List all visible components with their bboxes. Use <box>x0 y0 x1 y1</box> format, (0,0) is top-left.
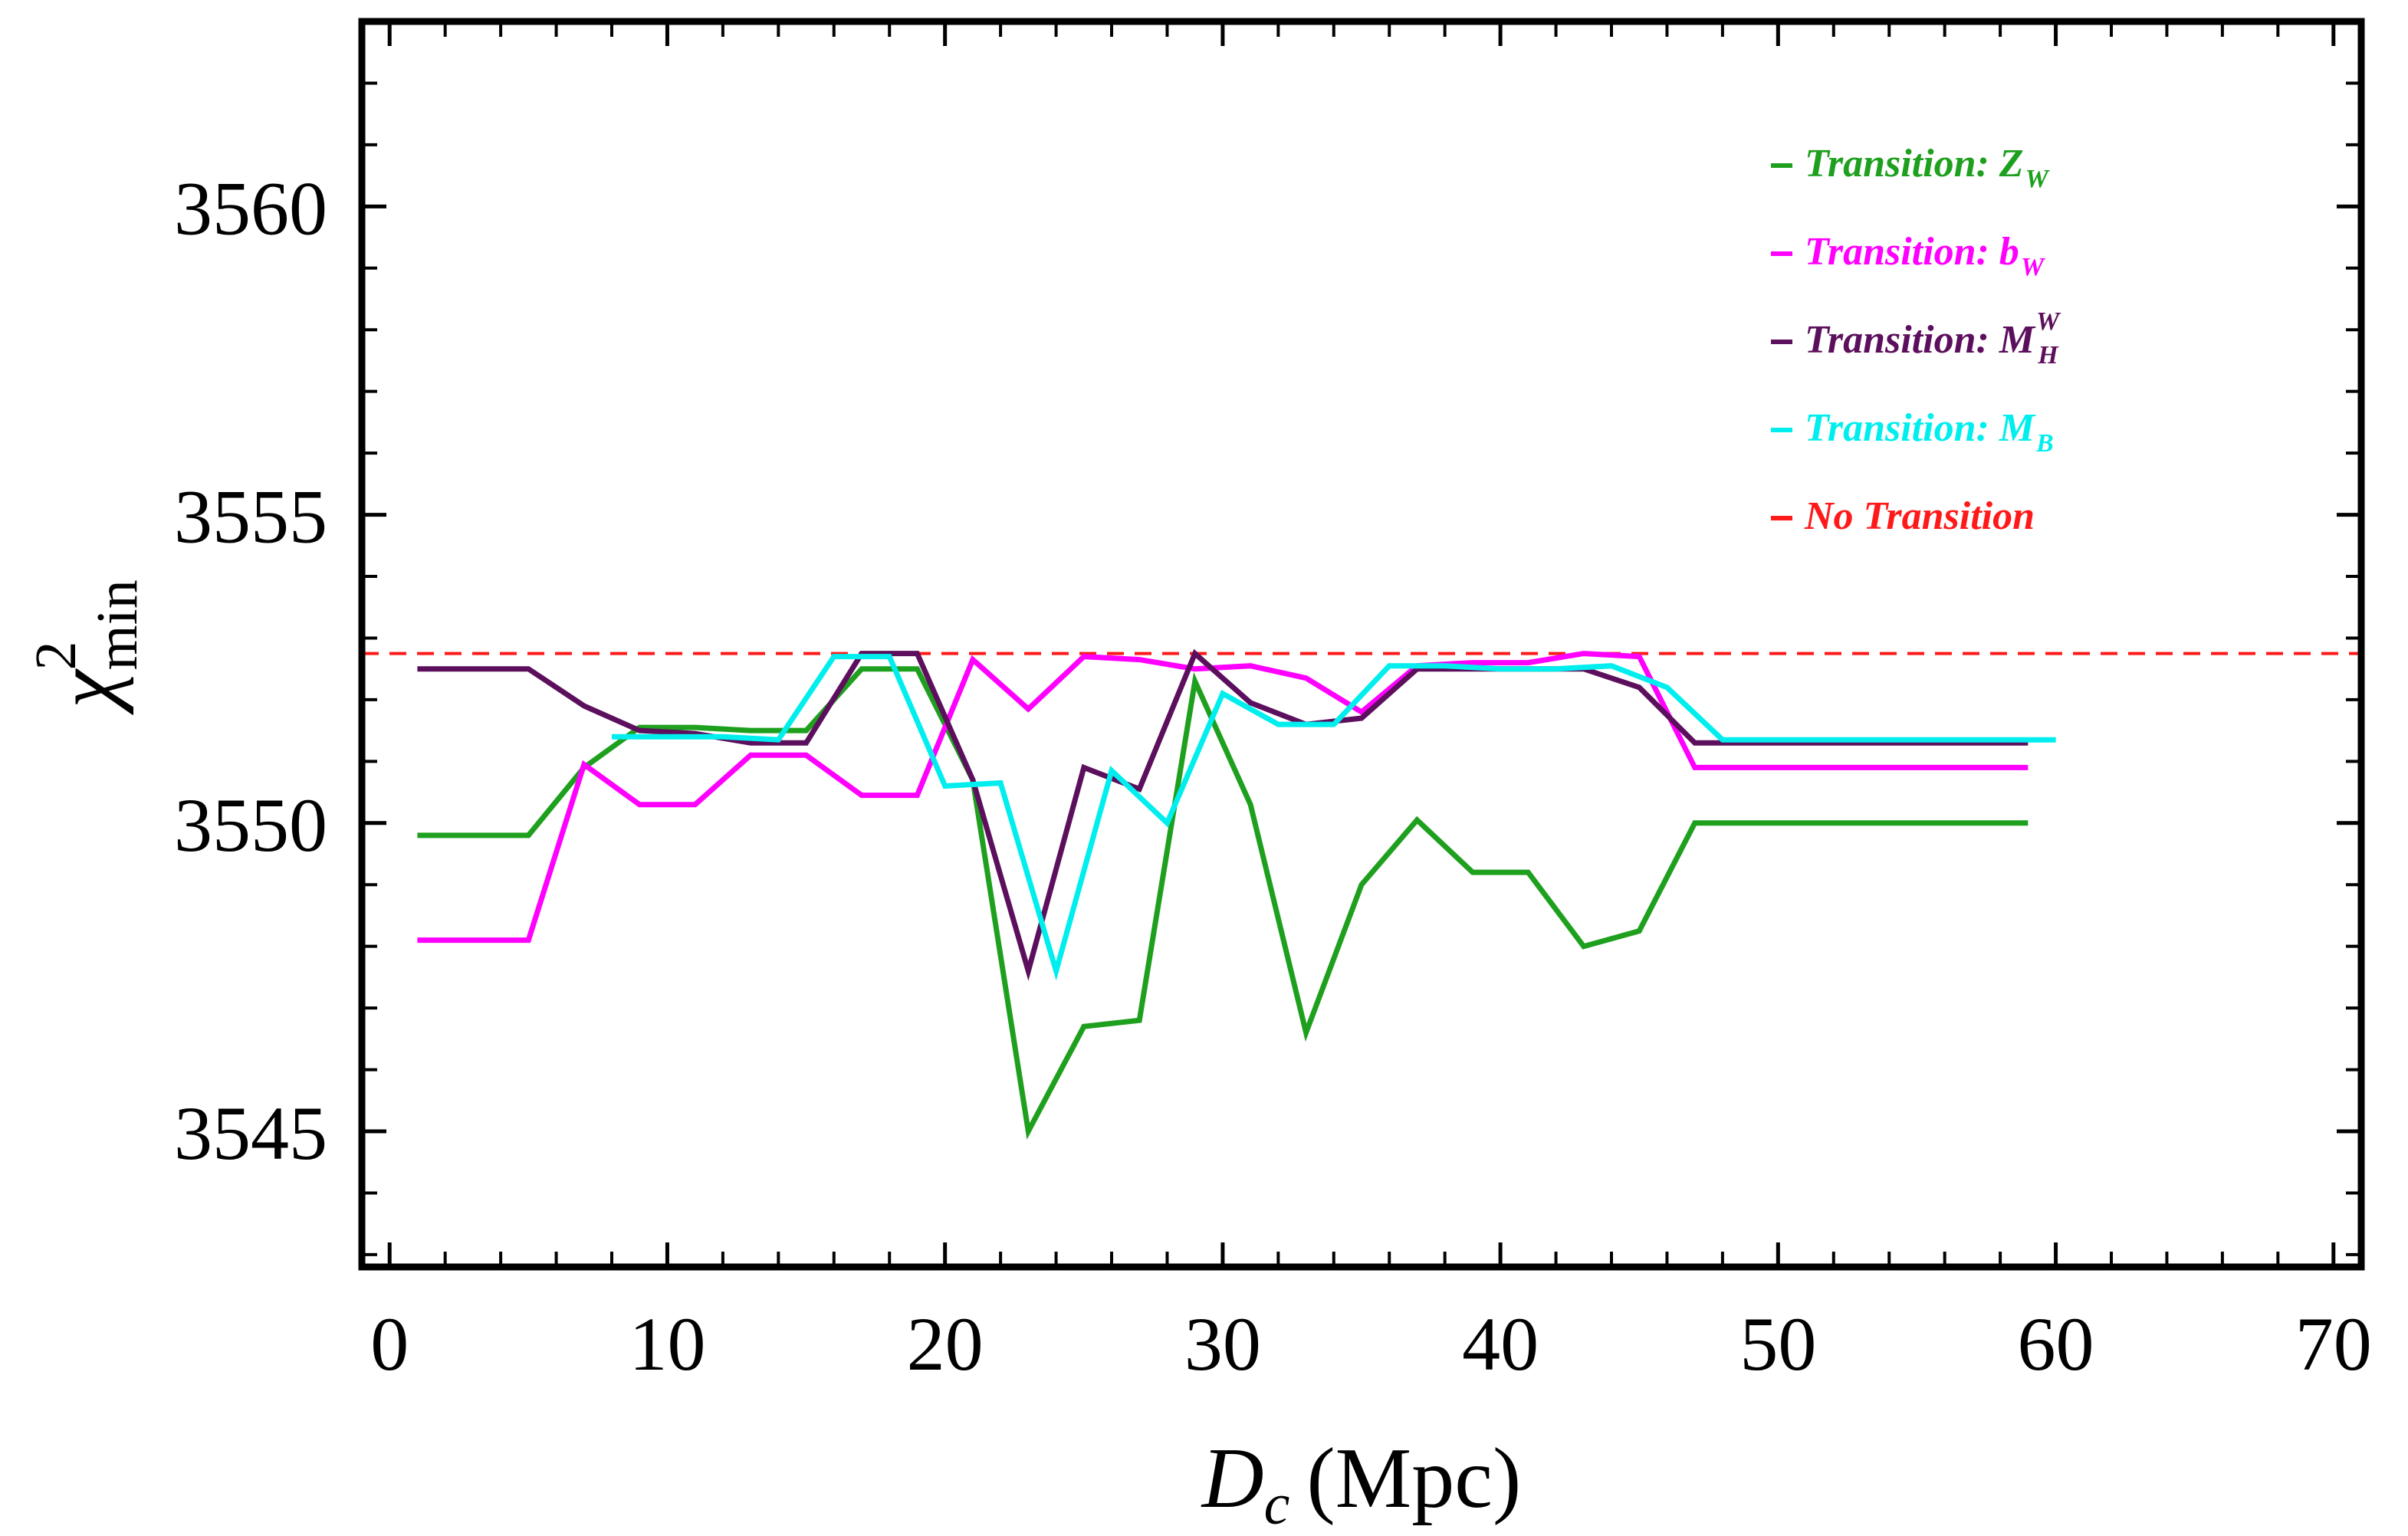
x-tick-label: 70 <box>2295 1301 2372 1387</box>
x-tick-label: 50 <box>1739 1301 1816 1387</box>
legend-label: Transition: bW <box>1805 230 2046 281</box>
legend-label: Transition: MW H <box>1805 307 2061 369</box>
svg-text:χ2min: χ2min <box>24 579 149 715</box>
x-tick-label: 30 <box>1184 1301 1261 1387</box>
y-axis-superscript: 2 <box>24 641 88 670</box>
x-tick-label: 60 <box>2018 1301 2094 1387</box>
legend-label: Transition: MB <box>1805 406 2054 458</box>
x-axis-subscript: c <box>1264 1472 1290 1536</box>
x-axis-symbol: D <box>1201 1431 1264 1526</box>
y-axis-subscript: min <box>85 579 149 670</box>
legend-label: Transition: ZW <box>1805 142 2051 193</box>
x-tick-label: 0 <box>370 1301 409 1387</box>
x-tick-label: 40 <box>1462 1301 1539 1387</box>
plot-frame <box>358 18 2365 1271</box>
series-line-2 <box>417 651 2029 944</box>
series-line-3 <box>417 648 2029 981</box>
legend-label: No Transition <box>1804 494 2035 538</box>
y-tick-label: 3550 <box>174 783 327 868</box>
y-axis-symbol: χ <box>39 668 134 715</box>
series-line-4 <box>612 654 2056 981</box>
y-tick-labels: 3545 3550 3555 3560 <box>174 166 327 1176</box>
y-tick-label: 3555 <box>174 474 327 560</box>
series-group <box>417 648 2056 1140</box>
series-line-1 <box>417 666 2029 1140</box>
plot-area <box>358 18 2365 1271</box>
x-tick-labels: 0 10 20 30 40 50 60 70 <box>370 1301 2372 1387</box>
y-axis-title: χ2min <box>24 579 149 715</box>
x-axis-unit: (Mpc) <box>1306 1431 1521 1526</box>
x-axis-title: Dc (Mpc) <box>1201 1431 1522 1536</box>
x-tick-label: 10 <box>629 1301 705 1387</box>
x-tick-label: 20 <box>907 1301 984 1387</box>
legend: Transition: ZW Transition: bW Transition: … <box>1771 142 2061 538</box>
axis-ticks <box>362 20 2361 1267</box>
y-tick-label: 3560 <box>174 166 327 251</box>
y-tick-label: 3545 <box>174 1091 327 1176</box>
